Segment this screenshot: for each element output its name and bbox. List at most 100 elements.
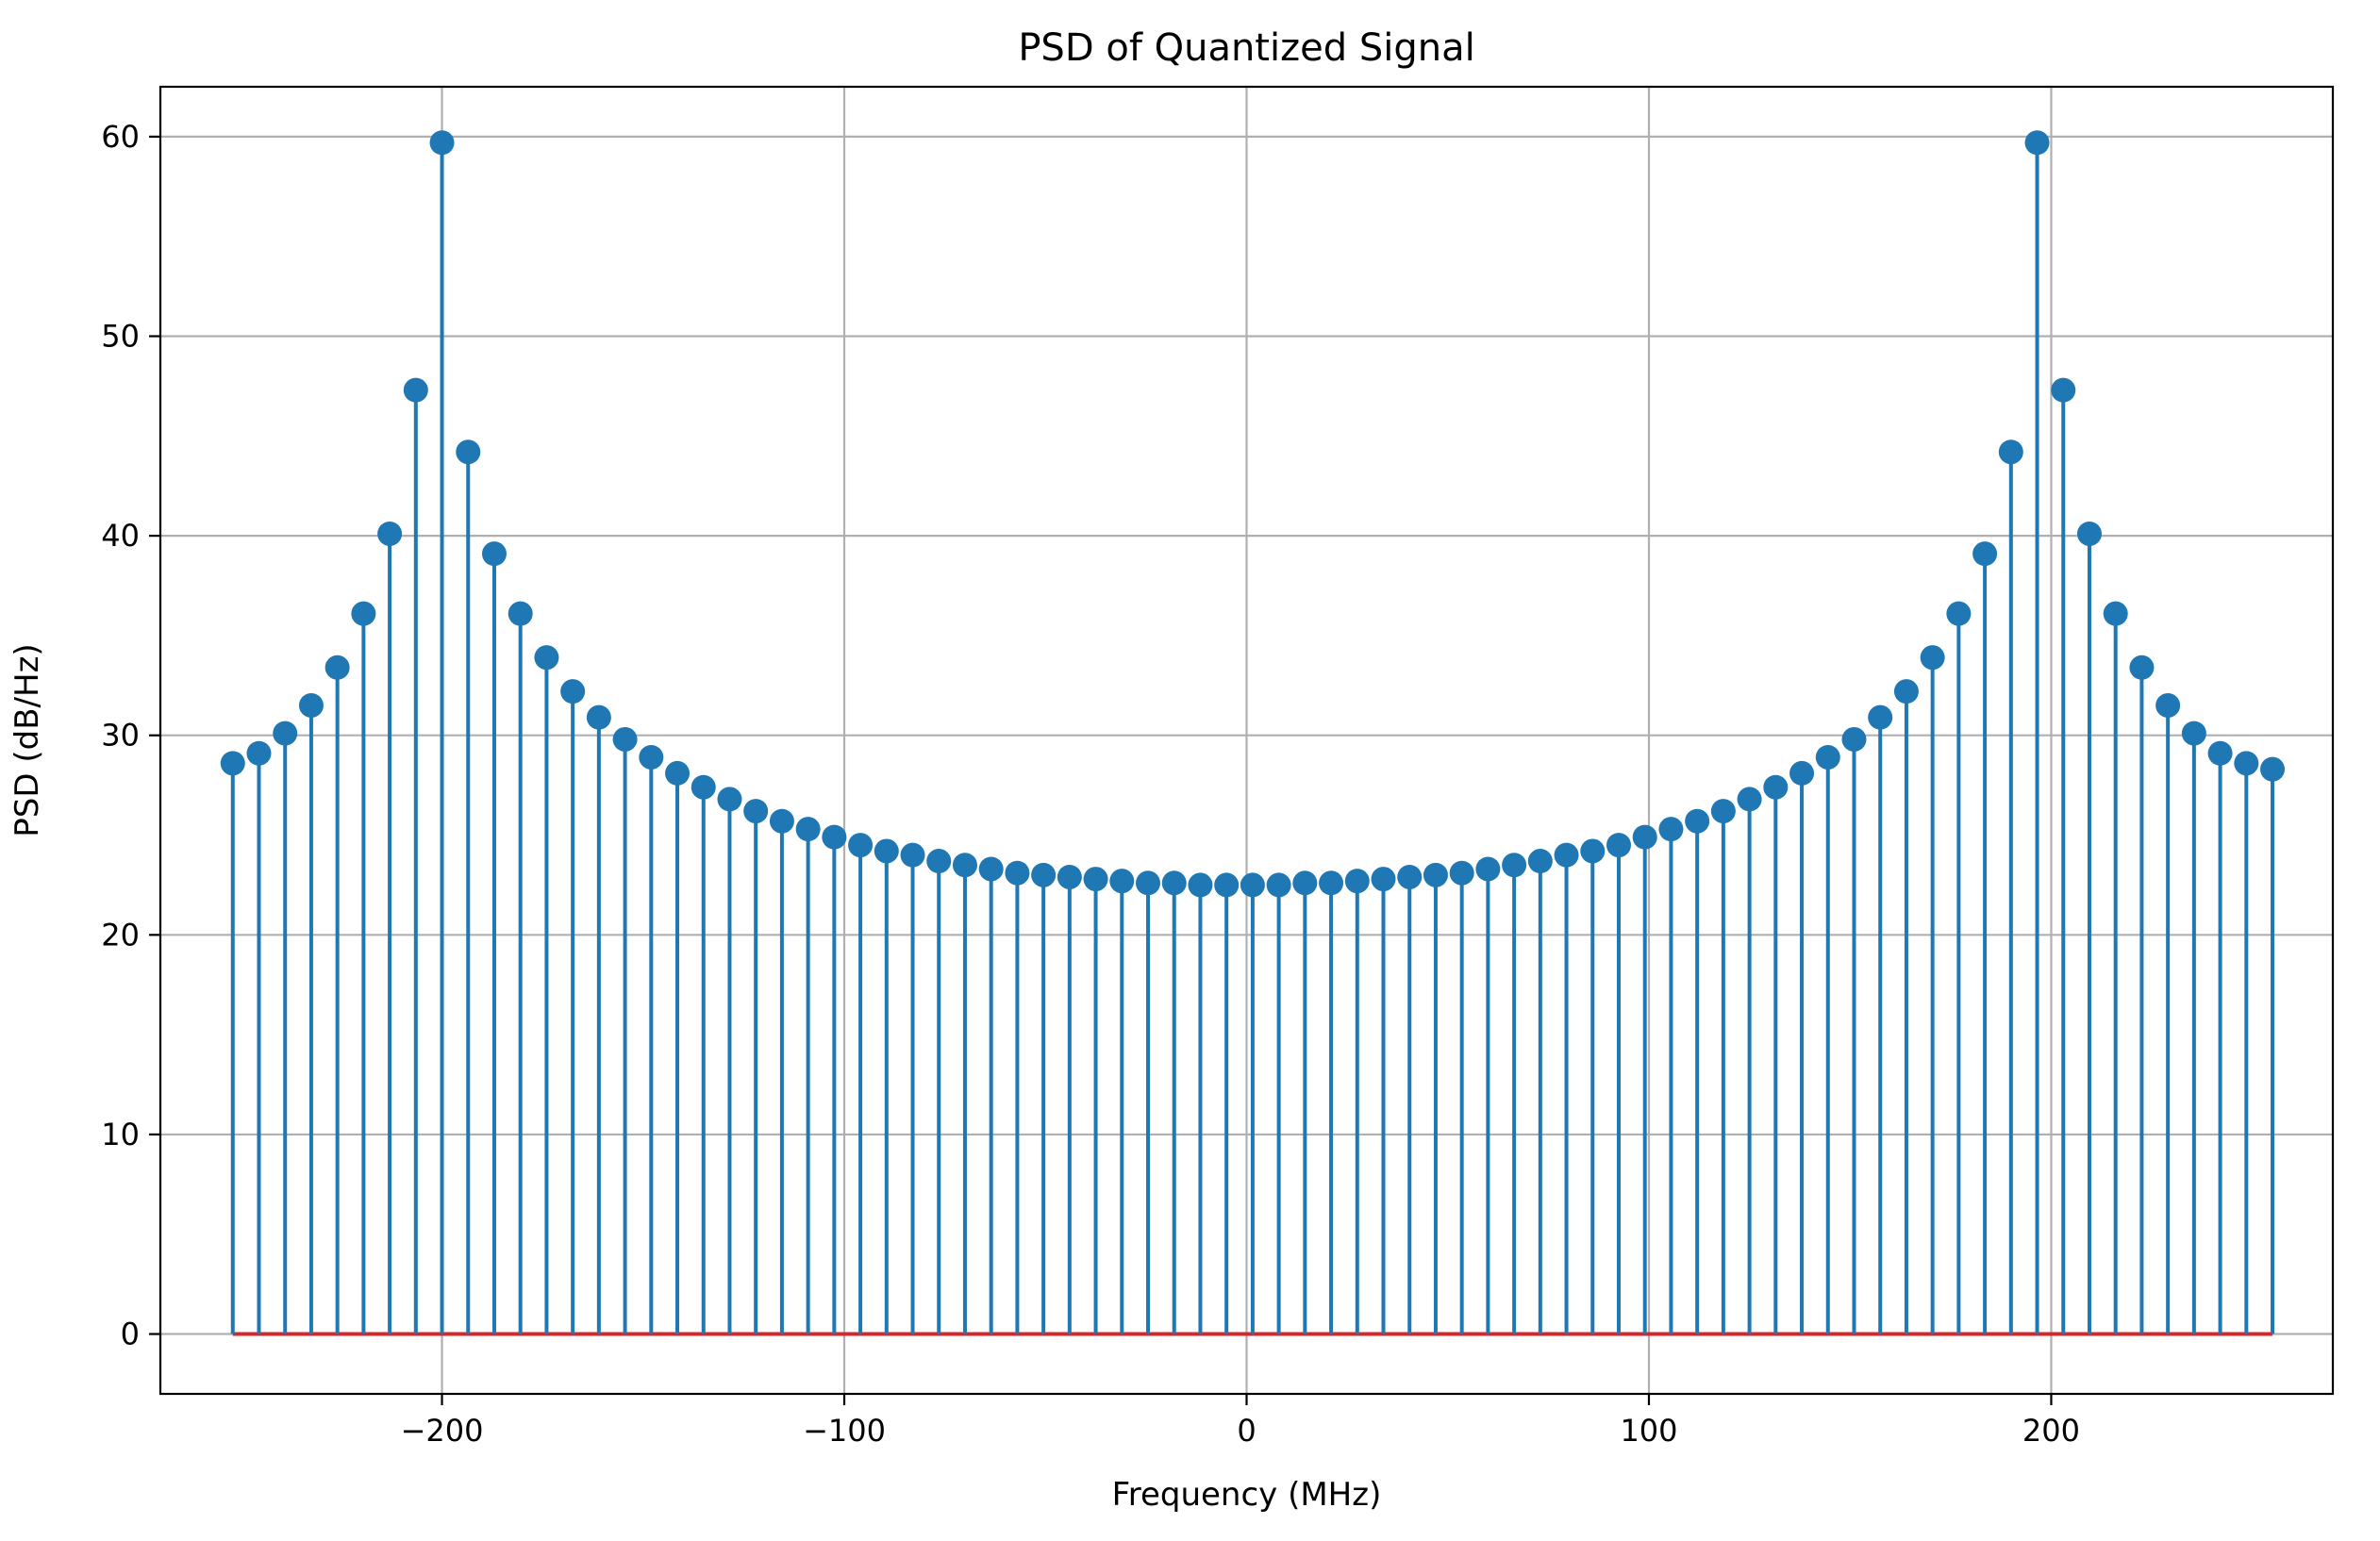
stem-marker xyxy=(1893,679,1919,704)
stem-marker xyxy=(769,808,794,834)
y-tick-label: 20 xyxy=(101,917,140,953)
stem-marker xyxy=(1449,860,1474,886)
y-tick-label: 10 xyxy=(101,1117,140,1152)
stem-marker xyxy=(1371,867,1396,892)
stem-marker xyxy=(2207,740,2233,766)
stem-marker xyxy=(1815,744,1840,770)
y-axis: 0 10 20 30 40 50 60 xyxy=(101,119,160,1352)
stem-marker xyxy=(1685,808,1710,834)
x-tick-label: −100 xyxy=(803,1413,886,1449)
x-tick-label: 100 xyxy=(1620,1413,1677,1449)
y-tick-label: 50 xyxy=(101,319,140,355)
stem-marker xyxy=(1580,838,1606,864)
chart-title: PSD of Quantized Signal xyxy=(1018,26,1474,70)
x-tick-label: −200 xyxy=(401,1413,484,1449)
stem-marker xyxy=(1972,541,1998,567)
stem-marker xyxy=(717,787,742,812)
y-tick-label: 30 xyxy=(101,718,140,754)
stem-marker xyxy=(1475,856,1501,882)
stem-marker xyxy=(1083,867,1108,892)
y-axis-label: PSD (dB/Hz) xyxy=(8,643,46,837)
stem-marker xyxy=(1606,833,1631,858)
stem-marker xyxy=(926,849,952,874)
stem-marker xyxy=(874,838,899,864)
stem-marker xyxy=(2129,655,2155,680)
stem-marker xyxy=(1527,849,1553,874)
stem-marker xyxy=(534,645,559,671)
stem-marker xyxy=(1266,872,1291,898)
stem-marker xyxy=(1397,864,1423,889)
stem-marker xyxy=(429,130,455,156)
marker-series xyxy=(220,130,2286,898)
stem-marker xyxy=(900,842,925,868)
stem-marker xyxy=(1161,870,1187,896)
stem-marker xyxy=(1763,774,1789,800)
stem-marker xyxy=(848,833,874,858)
stem-marker xyxy=(691,774,716,800)
stem-marker xyxy=(1554,842,1579,868)
stem-marker xyxy=(1005,860,1030,886)
stem-marker xyxy=(1632,824,1657,850)
stem-marker xyxy=(1136,870,1161,896)
stem-marker xyxy=(586,704,611,730)
stem-marker xyxy=(325,655,350,680)
stem-marker xyxy=(1319,870,1344,896)
stem-marker xyxy=(508,601,533,626)
stem-marker xyxy=(1946,601,1972,626)
stem-marker xyxy=(1057,864,1082,889)
stem-marker xyxy=(456,439,481,465)
stem-marker xyxy=(1737,787,1762,812)
stem-marker xyxy=(2076,521,2102,546)
stem-marker xyxy=(2051,377,2076,403)
stem-marker xyxy=(1344,869,1370,894)
y-tick-label: 40 xyxy=(101,518,140,554)
stem-marker xyxy=(612,726,638,752)
stem-marker xyxy=(560,679,586,704)
stem-marker xyxy=(1658,817,1684,842)
stem-marker xyxy=(822,824,847,850)
stem-marker xyxy=(1292,870,1318,896)
stem-marker xyxy=(743,799,769,824)
stem-marker xyxy=(2155,692,2181,718)
stem-marker xyxy=(1109,869,1135,894)
stem-marker xyxy=(1789,760,1815,786)
stem-marker xyxy=(795,817,821,842)
stem-marker xyxy=(2024,130,2050,156)
stem-marker xyxy=(2260,756,2286,782)
stem-marker xyxy=(377,521,403,546)
stem-marker xyxy=(1240,872,1265,898)
y-tick-label: 0 xyxy=(121,1317,140,1352)
stem-marker xyxy=(220,751,245,776)
stem-marker xyxy=(639,744,664,770)
stem-marker xyxy=(1423,862,1448,887)
x-tick-label: 200 xyxy=(2022,1413,2080,1449)
stem-marker xyxy=(1031,862,1057,887)
x-axis-label: Frequency (MHz) xyxy=(1112,1476,1382,1514)
y-tick-label: 60 xyxy=(101,119,140,155)
stem-marker xyxy=(2234,751,2259,776)
stem-marker xyxy=(1188,872,1213,898)
stem-marker xyxy=(2103,601,2128,626)
x-tick-label: 0 xyxy=(1237,1413,1256,1449)
stem-marker xyxy=(1868,704,1893,730)
stem-marker xyxy=(403,377,428,403)
stem-marker xyxy=(1710,799,1736,824)
stem-marker xyxy=(298,692,324,718)
stem-marker xyxy=(1998,439,2023,465)
stem-marker xyxy=(952,853,977,878)
stem-marker xyxy=(1841,726,1867,752)
stem-marker xyxy=(978,856,1004,882)
stem-marker xyxy=(1502,853,1527,878)
stem-series xyxy=(230,142,2275,1334)
stem-marker xyxy=(665,760,691,786)
x-axis: −200 −100 0 100 200 xyxy=(401,1394,2080,1449)
stem-marker xyxy=(1920,645,1945,671)
stem-marker xyxy=(246,740,272,766)
stem-marker xyxy=(351,601,376,626)
stem-marker xyxy=(273,721,298,746)
stem-marker xyxy=(2181,721,2206,746)
stem-marker xyxy=(481,541,507,567)
stem-marker xyxy=(1214,872,1240,898)
